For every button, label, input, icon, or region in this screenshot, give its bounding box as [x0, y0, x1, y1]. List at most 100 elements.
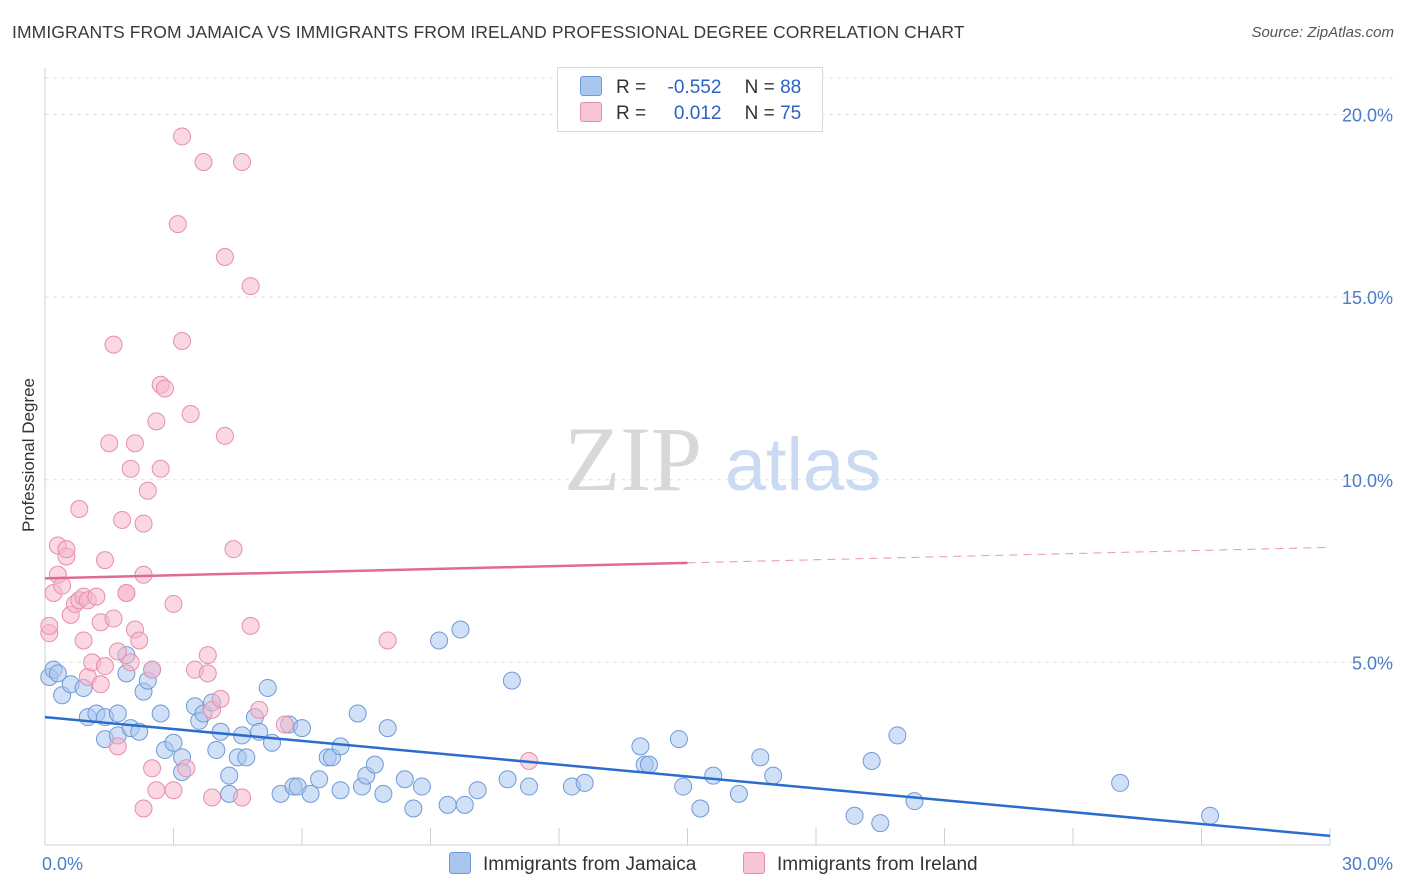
jamaica-point-69 — [631, 737, 650, 756]
jamaica-point-34 — [237, 748, 256, 767]
jamaica-trend-line — [44, 715, 1331, 838]
ireland-point-39 — [143, 759, 162, 778]
jamaica-point-62 — [455, 795, 474, 814]
y-tick-label-10: 10.0% — [1342, 471, 1393, 491]
ireland-point-65 — [241, 277, 260, 296]
ireland-point-60 — [215, 426, 234, 445]
ireland-point-5 — [53, 576, 72, 595]
ireland-point-45 — [155, 379, 174, 398]
trend-lines — [44, 546, 1331, 838]
ireland-point-34 — [130, 631, 149, 650]
ireland-trend-line-extension — [687, 546, 1331, 564]
ireland-point-12 — [74, 631, 93, 650]
bottom-legend-label-jamaica: Immigrants from Jamaica — [483, 854, 697, 875]
jamaica-point-83 — [905, 792, 924, 811]
bottom-legend-label-ireland: Immigrants from Ireland — [777, 854, 978, 875]
jamaica-point-50 — [348, 704, 367, 723]
x-tick-label-0: 0.0% — [42, 854, 83, 874]
jamaica-point-45 — [310, 770, 329, 789]
legend-r-label: R = — [616, 103, 647, 124]
ireland-point-52 — [181, 405, 200, 424]
jamaica-point-65 — [502, 671, 521, 690]
ireland-point-38 — [138, 481, 157, 500]
ireland-point-54 — [194, 153, 213, 172]
legend-n-label: N = — [744, 77, 775, 98]
bottom-legend-ireland: Immigrants from Ireland — [743, 852, 978, 876]
jamaica-point-61 — [451, 620, 470, 639]
jamaica-point-74 — [691, 799, 710, 818]
jamaica-point-80 — [862, 751, 881, 770]
ireland-point-46 — [164, 781, 183, 800]
chart-title: IMMIGRANTS FROM JAMAICA VS IMMIGRANTS FR… — [12, 22, 965, 42]
ireland-point-48 — [168, 215, 187, 234]
ireland-point-17 — [87, 587, 106, 606]
jamaica-point-78 — [764, 766, 783, 785]
ireland-point-42 — [147, 412, 166, 431]
tick-labels: 5.0% 10.0% 15.0% 20.0% 0.0% 30.0% — [42, 106, 1393, 874]
y-tick-label-15: 15.0% — [1342, 288, 1393, 308]
jamaica-point-37 — [258, 678, 277, 697]
jamaica-point-64 — [498, 770, 517, 789]
correlation-legend: R = -0.552 N = 88 R = 0.012 N = 75 — [557, 67, 823, 132]
ireland-point-24 — [104, 335, 123, 354]
jamaica-point-82 — [888, 726, 907, 745]
ireland-point-51 — [177, 759, 196, 778]
jamaica-point-28 — [207, 741, 226, 760]
legend-r-label: R = — [616, 77, 647, 98]
ireland-point-19 — [91, 675, 110, 694]
y-tick-label-5: 5.0% — [1352, 653, 1393, 673]
bottom-legend-jamaica: Immigrants from Jamaica — [449, 852, 696, 876]
ireland-point-68 — [275, 715, 294, 734]
ireland-point-21 — [95, 551, 114, 570]
jamaica-point-73 — [674, 777, 693, 796]
watermark-zip: ZIP — [564, 408, 702, 510]
ireland-point-25 — [108, 737, 127, 756]
ireland-point-27 — [113, 510, 132, 529]
ireland-point-55 — [198, 664, 217, 683]
jamaica-point-60 — [438, 795, 457, 814]
ireland-point-63 — [233, 788, 252, 807]
legend-r-value-ireland: 0.012 — [673, 103, 722, 124]
chart-source: Source: ZipAtlas.com — [1251, 24, 1394, 41]
ireland-point-41 — [147, 781, 166, 800]
jamaica-point-76 — [729, 784, 748, 803]
ireland-point-31 — [121, 459, 140, 478]
ireland-point-56 — [198, 646, 217, 665]
ireland-point-69 — [378, 631, 397, 650]
jamaica-point-58 — [412, 777, 431, 796]
ireland-point-67 — [250, 700, 269, 719]
ireland-point-23 — [104, 609, 123, 628]
jamaica-point-48 — [331, 781, 350, 800]
jamaica-point-54 — [374, 784, 393, 803]
ireland-point-20 — [95, 657, 114, 676]
bottom-legend-swatch-jamaica — [449, 852, 471, 874]
jamaica-point-85 — [1201, 806, 1220, 825]
ireland-point-66 — [241, 616, 260, 635]
jamaica-point-55 — [378, 719, 397, 738]
y-axis-label: Professional Degree — [19, 378, 38, 532]
watermark-atlas: atlas — [725, 423, 881, 506]
ireland-point-43 — [151, 459, 170, 478]
ireland-point-62 — [224, 540, 243, 559]
jamaica-point-56 — [395, 770, 414, 789]
ireland-point-47 — [164, 594, 183, 613]
jamaica-point-53 — [365, 755, 384, 774]
jamaica-point-66 — [520, 777, 539, 796]
bottom-legend-swatch-ireland — [743, 852, 765, 874]
watermark: ZIP atlas — [564, 408, 881, 510]
legend-n-value-jamaica: 88 — [780, 77, 802, 98]
jamaica-point-68 — [575, 773, 594, 792]
jamaica-point-84 — [1111, 773, 1130, 792]
jamaica-point-2 — [48, 664, 67, 683]
jamaica-point-19 — [151, 704, 170, 723]
ireland-point-33 — [125, 434, 144, 453]
jamaica-point-15 — [130, 722, 149, 741]
jamaica-point-63 — [468, 781, 487, 800]
ireland-point-59 — [211, 689, 230, 708]
ireland-point-64 — [233, 153, 252, 172]
ireland-point-57 — [203, 788, 222, 807]
x-tick-label-30: 30.0% — [1342, 854, 1393, 874]
jamaica-point-79 — [845, 806, 864, 825]
ireland-point-29 — [117, 583, 136, 602]
